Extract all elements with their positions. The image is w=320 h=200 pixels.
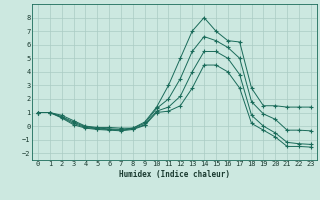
X-axis label: Humidex (Indice chaleur): Humidex (Indice chaleur): [119, 170, 230, 179]
